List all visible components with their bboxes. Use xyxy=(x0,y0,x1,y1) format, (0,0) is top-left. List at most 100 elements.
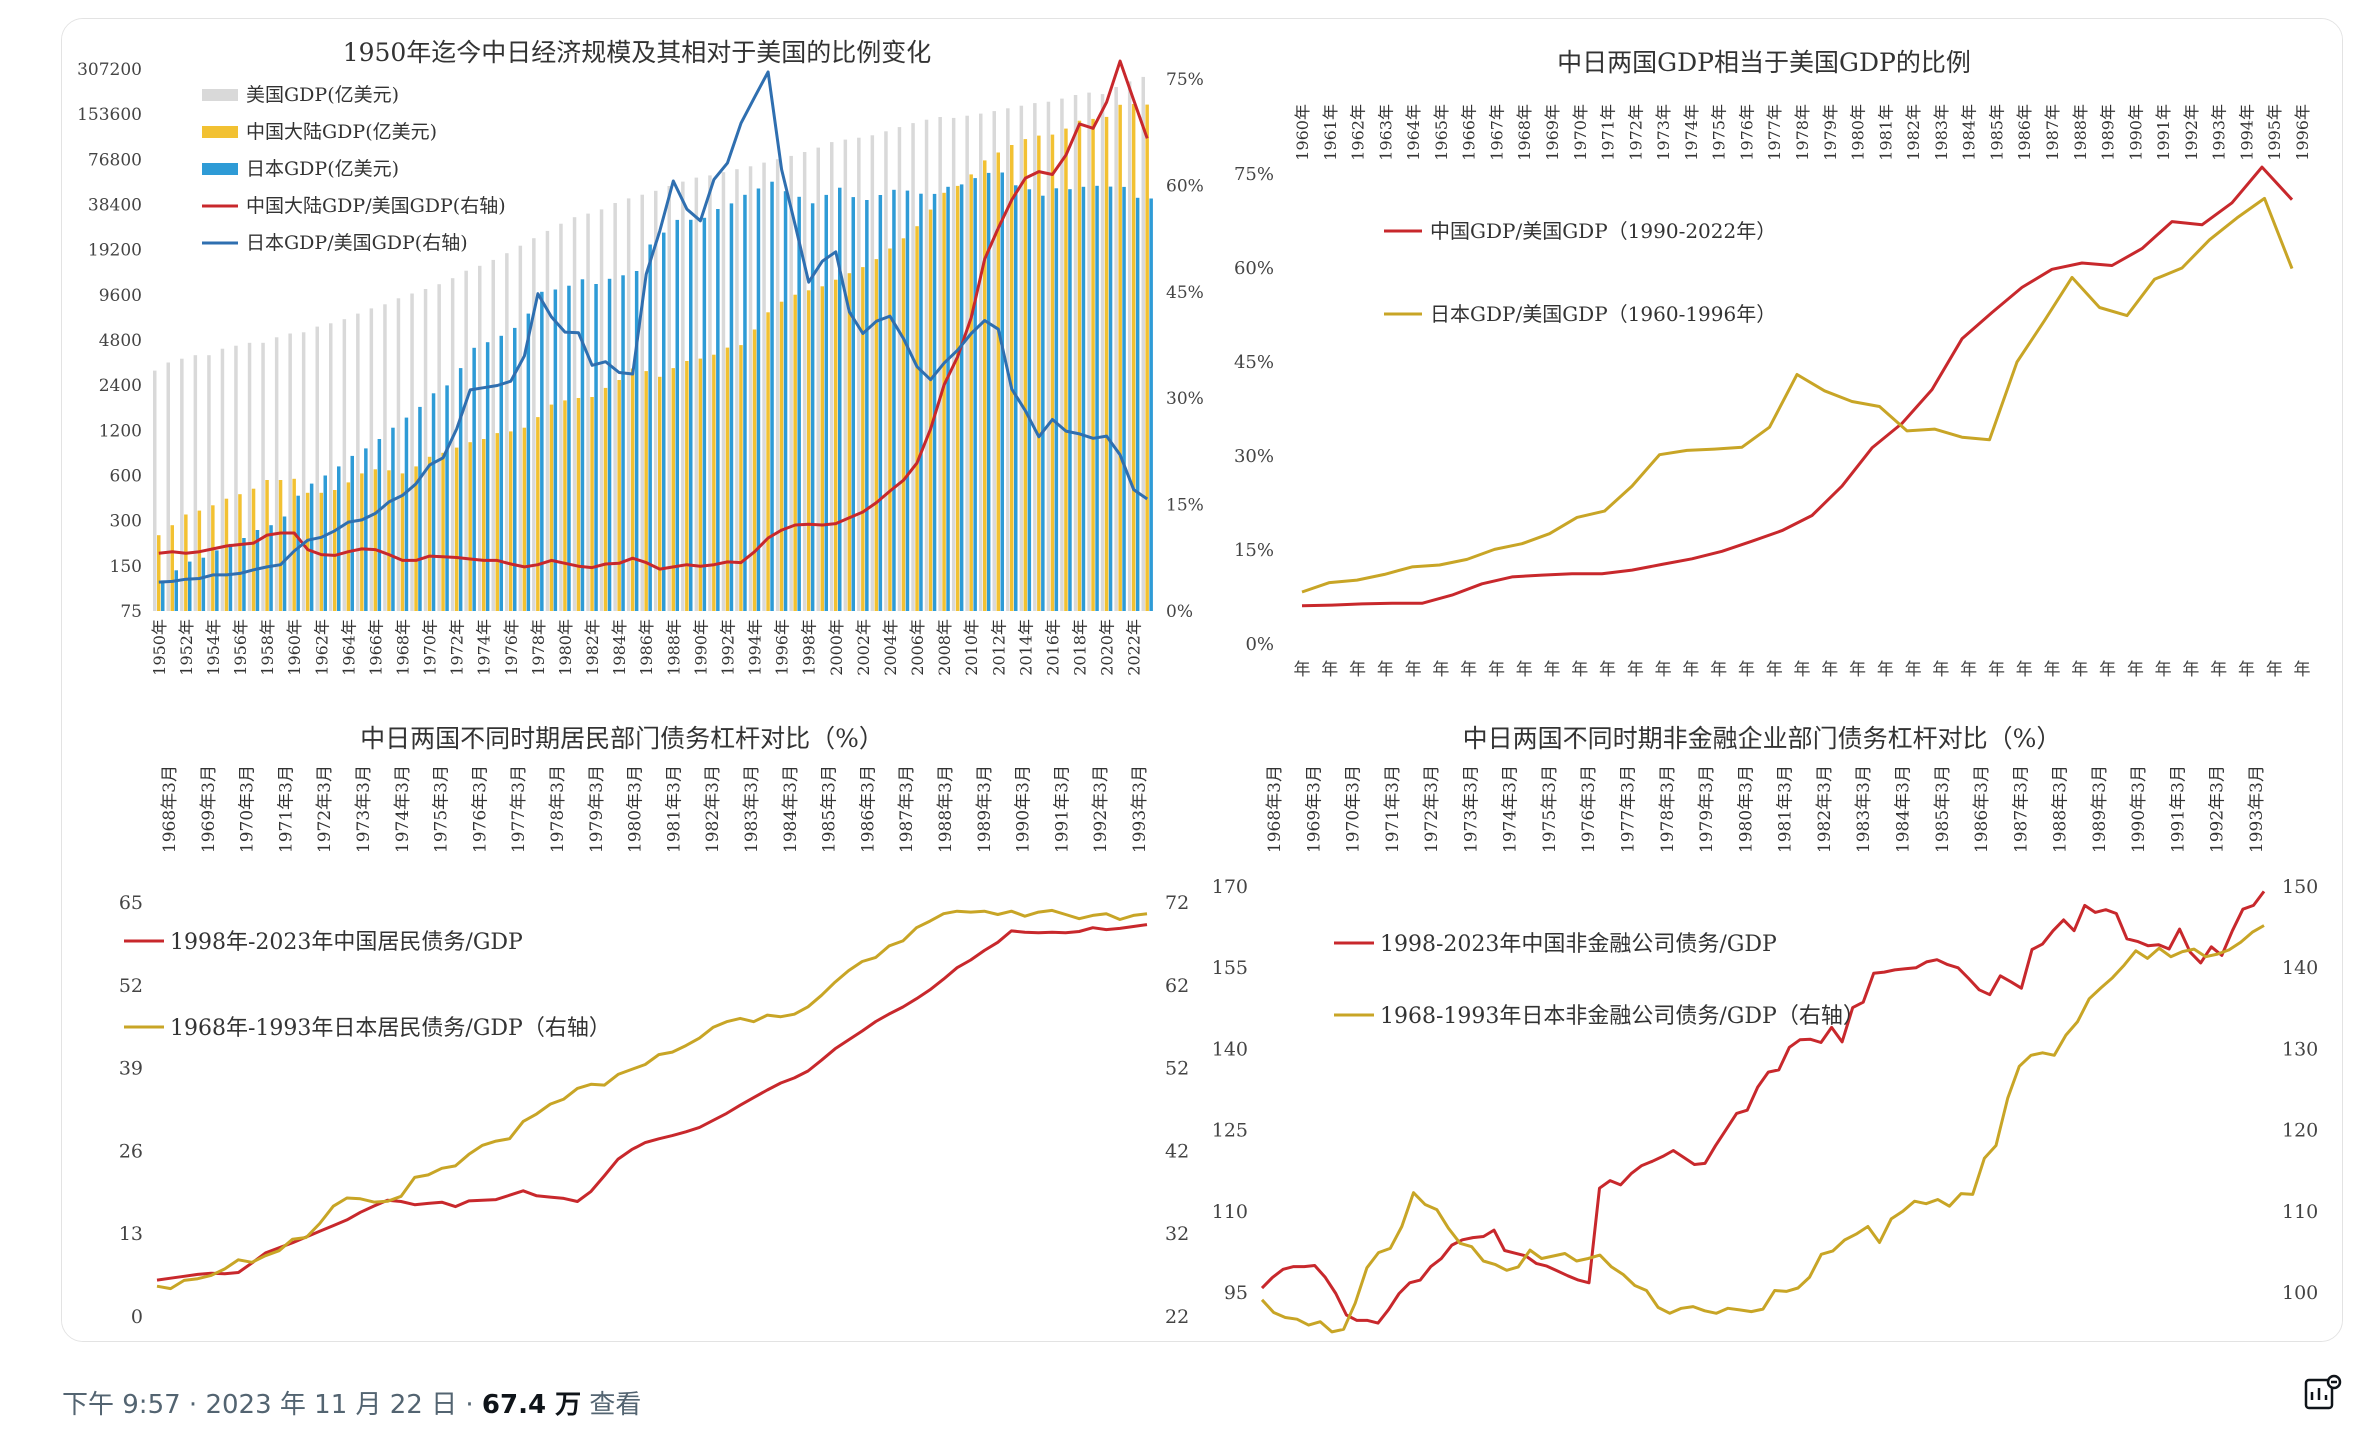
x-tick-label-bottom: 年 xyxy=(1766,660,1783,680)
bar xyxy=(228,543,233,611)
bar xyxy=(770,181,774,611)
x-tick-label-top: 1966年 xyxy=(1460,104,1479,161)
x-tick-label-bottom: 年 xyxy=(1571,660,1588,680)
bar xyxy=(824,194,828,611)
post-date[interactable]: 2023 年 11 月 22 日 xyxy=(205,1390,458,1420)
x-tick-label-top: 1963年 xyxy=(1376,104,1395,161)
x-tick-label-top: 1991年3月 xyxy=(1052,765,1072,853)
x-tick-label-bottom: 年 xyxy=(1655,660,1672,680)
bar xyxy=(301,332,306,611)
bar xyxy=(1104,116,1109,612)
x-tick-label-bottom: 年 xyxy=(1349,660,1366,680)
bar xyxy=(1145,104,1149,611)
bar xyxy=(532,238,536,611)
series-line xyxy=(1260,890,2266,1325)
bar xyxy=(373,469,378,611)
x-tick-label-top: 1987年 xyxy=(2043,104,2062,161)
bar xyxy=(1091,118,1095,612)
bar xyxy=(942,192,946,612)
bar xyxy=(410,293,414,611)
x-tick-label-top: 1980年3月 xyxy=(626,765,646,853)
x-tick-label-bottom: 年 xyxy=(1294,660,1311,680)
y-tick-left: 110 xyxy=(1212,1201,1248,1223)
bar xyxy=(1000,172,1004,611)
bar xyxy=(234,345,238,611)
y-tick: 30% xyxy=(1234,446,1274,467)
legend-label: 1998-2023年中国非金融公司债务/GDP xyxy=(1380,932,1777,957)
bar xyxy=(834,279,838,611)
y-tick: 75% xyxy=(1234,164,1274,185)
y-tick: 15% xyxy=(1234,540,1274,561)
x-tick-label-top: 1968年3月 xyxy=(1265,765,1285,853)
y-tick-right: 0% xyxy=(1166,602,1193,622)
bar xyxy=(739,345,743,611)
x-tick-label: 2022年 xyxy=(1125,619,1144,676)
bar xyxy=(969,174,973,611)
bar xyxy=(816,147,820,611)
bar xyxy=(1046,101,1051,611)
x-tick-label-top: 1994年 xyxy=(2237,104,2256,161)
y-tick-left: 1200 xyxy=(99,421,142,441)
bar xyxy=(1095,185,1099,612)
bar xyxy=(499,335,503,611)
x-tick-label-bottom: 年 xyxy=(1432,660,1449,680)
chart-gdp-share-of-us: 中日两国GDP相当于美国GDP的比例 75% 60% 45% 30% 15% 0% 1960年… xyxy=(1234,48,2312,680)
bar xyxy=(861,267,865,611)
x-tick-label-bottom: 年 xyxy=(2071,660,2088,680)
y-tick-left: 600 xyxy=(110,467,142,487)
post-time[interactable]: 下午 9:57 xyxy=(62,1390,181,1420)
x-tick-label-top: 1978年3月 xyxy=(548,765,568,853)
series-line xyxy=(158,59,1149,571)
bar xyxy=(888,248,892,611)
bar xyxy=(702,217,707,612)
bar xyxy=(215,550,219,611)
y-tick: 0% xyxy=(1245,634,1274,655)
bar xyxy=(820,286,824,611)
bar xyxy=(955,185,960,611)
x-tick-label-bottom: 年 xyxy=(2182,660,2199,680)
y-tick-left: 0 xyxy=(131,1306,143,1328)
x-tick-label: 1958年 xyxy=(258,619,277,676)
x-tick-label: 1968年 xyxy=(394,619,413,676)
x-tick-label-bottom: 年 xyxy=(1488,660,1505,680)
x-tick-label: 1998年 xyxy=(800,619,819,676)
bar xyxy=(161,580,165,611)
chart-household-debt: 中日两国不同时期居民部门债务杠杆对比（%） 65 52 39 26 13 0 72 62 52 42… xyxy=(119,724,1189,1328)
bar xyxy=(414,466,418,611)
bar-chart-icon[interactable] xyxy=(2300,1372,2344,1416)
bar xyxy=(404,417,409,611)
bar xyxy=(681,181,685,611)
bar xyxy=(1050,134,1055,611)
chart-corporate-debt: 中日两国不同时期非金融企业部门债务杠杆对比（%） 170 155 140 125 110 9… xyxy=(1212,724,2318,1334)
x-tick-label-top: 1988年3月 xyxy=(936,765,956,853)
bar xyxy=(630,368,635,611)
bar xyxy=(762,162,766,611)
x-tick-label-top: 1984年3月 xyxy=(1893,765,1913,853)
y-tick-left: 153600 xyxy=(77,105,142,125)
bar xyxy=(572,217,577,611)
x-tick-label-top: 1996年 xyxy=(2293,104,2312,161)
x-tick-label: 1992年 xyxy=(718,619,737,676)
y-tick-left: 307200 xyxy=(77,60,142,80)
x-tick-label-top: 1980年3月 xyxy=(1736,765,1756,853)
x-tick-label-top: 1978年3月 xyxy=(1658,765,1678,853)
x-tick-label-top: 1989年 xyxy=(2099,104,2118,161)
x-tick-label-bottom: 年 xyxy=(2016,660,2033,680)
bar xyxy=(1087,92,1091,612)
bar xyxy=(545,230,550,611)
bar xyxy=(965,115,969,611)
y-tick-left: 76800 xyxy=(88,150,142,170)
bar xyxy=(518,245,523,611)
x-tick-label-top: 1970年3月 xyxy=(1344,765,1364,853)
y-tick-right: 140 xyxy=(2282,957,2318,979)
bar xyxy=(783,191,788,611)
bar xyxy=(197,510,202,611)
bar xyxy=(617,380,621,611)
x-tick-label-bottom: 年 xyxy=(1321,660,1338,680)
bar xyxy=(892,189,896,612)
bar xyxy=(387,470,391,611)
x-tick-label-top: 1967年 xyxy=(1487,104,1506,161)
image-card[interactable]: 1950年迄今中日经济规模及其相对于美国的比例变化 307200 153600 768… xyxy=(61,18,2343,1342)
x-tick-label-top: 1993年 xyxy=(2210,104,2229,161)
x-tick-label-top: 1975年 xyxy=(1710,104,1729,161)
